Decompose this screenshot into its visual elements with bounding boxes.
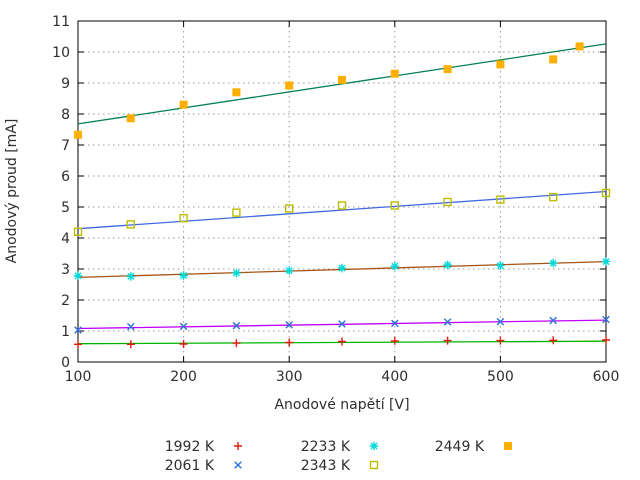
svg-text:300: 300 <box>276 369 303 385</box>
legend-item-2343-k: 2343 K <box>301 458 379 474</box>
series-2343-k-fit-line <box>77 190 607 230</box>
legend-item-1992-k: 1992 K <box>165 439 242 455</box>
filled-square-icon <box>504 442 512 450</box>
legend-item-2449-k: 2449 K <box>435 439 512 455</box>
cross-icon <box>234 461 242 469</box>
svg-text:5: 5 <box>61 200 70 216</box>
svg-text:9: 9 <box>61 76 70 92</box>
series-1992-k-markers <box>74 336 610 349</box>
svg-text:100: 100 <box>65 369 92 385</box>
gridlines <box>78 21 606 362</box>
series-2061-k-markers <box>74 315 610 334</box>
svg-text:0: 0 <box>61 355 70 371</box>
legend-item-2061-k: 2061 K <box>165 458 242 474</box>
svg-text:8: 8 <box>61 107 70 123</box>
svg-text:1: 1 <box>61 324 70 340</box>
svg-text:4: 4 <box>61 231 70 247</box>
svg-text:11: 11 <box>52 14 70 30</box>
series-2449-k-markers <box>74 42 584 139</box>
y-axis-title: Anodový proud [mA] <box>4 119 20 264</box>
y-tick-labels: 0 1 2 3 4 5 6 7 8 9 10 11 <box>52 14 70 371</box>
open-square-icon <box>369 460 379 470</box>
svg-text:6: 6 <box>61 169 70 185</box>
x-tick-labels: 100 200 300 400 500 600 <box>65 369 620 385</box>
legend-label-1992-k: 1992 K <box>165 439 215 455</box>
plot-border <box>77 20 607 363</box>
series-2233-k-markers <box>73 257 611 281</box>
svg-text:7: 7 <box>61 138 70 154</box>
svg-text:2: 2 <box>61 293 70 309</box>
svg-text:600: 600 <box>593 369 620 385</box>
legend-label-2343-k: 2343 K <box>301 458 351 474</box>
legend: 1992 K 2061 K 2233 K 2343 K 2449 K <box>165 439 512 474</box>
legend-label-2061-k: 2061 K <box>165 458 215 474</box>
plus-icon <box>234 442 242 450</box>
asterisk-icon <box>369 441 379 451</box>
series-2343-k-markers <box>73 188 611 237</box>
svg-text:400: 400 <box>381 369 408 385</box>
legend-item-2233-k: 2233 K <box>301 439 379 455</box>
svg-text:10: 10 <box>52 45 70 61</box>
svg-text:3: 3 <box>61 262 70 278</box>
svg-text:500: 500 <box>487 369 514 385</box>
legend-label-2233-k: 2233 K <box>301 439 351 455</box>
x-axis-title: Anodové napětí [V] <box>274 397 409 413</box>
plot-area: 0 1 2 3 4 5 6 7 8 9 10 11 100 200 300 400 500 600 <box>52 14 619 385</box>
legend-label-2449-k: 2449 K <box>435 439 485 455</box>
svg-text:200: 200 <box>170 369 197 385</box>
